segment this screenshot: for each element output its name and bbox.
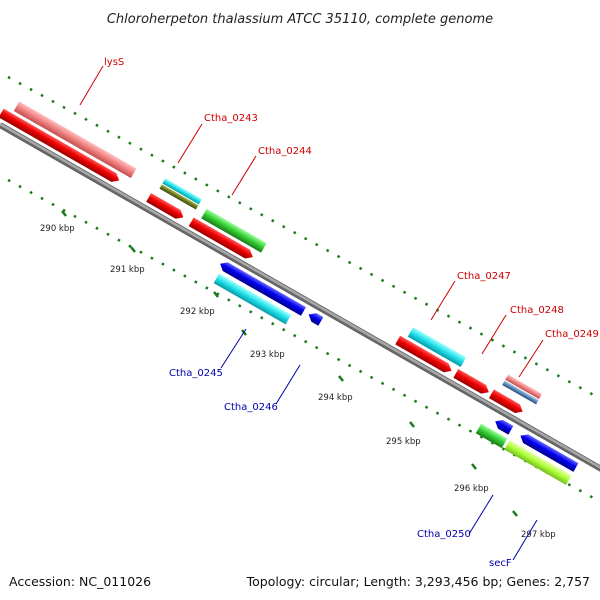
feature-ctha-0249-steel xyxy=(502,380,539,405)
map-title: Chloroherpeton thalassium ATCC 35110, co… xyxy=(107,12,493,27)
feature-ctha-0244 xyxy=(188,217,253,259)
gene-label-ctha-0249: Ctha_0249 xyxy=(545,329,599,340)
feature-ctha-0247 xyxy=(395,335,452,373)
gene-labels: lysS Ctha_0243 Ctha_0244 Ctha_0247 Ctha_… xyxy=(104,57,599,569)
feature-ctha-0243-misc xyxy=(159,184,199,210)
gene-label-lyss: lysS xyxy=(104,57,124,68)
feature-lyss xyxy=(0,108,120,182)
scale-label-297: 297 kbp xyxy=(521,530,556,540)
label-leader-lines xyxy=(79,65,544,561)
gene-label-ctha-0250: Ctha_0250 xyxy=(417,529,471,540)
scale-label-296: 296 kbp xyxy=(454,484,489,494)
gene-label-ctha-0246: Ctha_0246 xyxy=(224,402,278,413)
feature-ctha-0247-trna xyxy=(407,327,467,367)
gene-label-ctha-0248: Ctha_0248 xyxy=(510,305,564,316)
scale-label-290: 290 kbp xyxy=(40,224,75,234)
feature-ctha-0250-blue xyxy=(495,419,514,435)
scale-label-293: 293 kbp xyxy=(250,350,285,360)
forward-strand-features xyxy=(0,101,543,414)
gene-label-ctha-0243: Ctha_0243 xyxy=(204,113,258,124)
outer-tick-ring xyxy=(7,75,598,398)
feature-ctha-0248 xyxy=(453,369,489,394)
gene-label-ctha-0244: Ctha_0244 xyxy=(258,146,312,157)
feature-ctha-0245-blue xyxy=(220,262,306,316)
feature-secf-lime xyxy=(504,440,572,485)
scale-label-291: 291 kbp xyxy=(110,265,145,275)
scale-label-294: 294 kbp xyxy=(318,393,353,403)
feature-ctha-0249 xyxy=(488,389,523,414)
feature-ctha-0243 xyxy=(146,193,184,219)
feature-lyss-rrna xyxy=(13,101,137,179)
scale-label-295: 295 kbp xyxy=(386,437,421,447)
genome-backbone xyxy=(0,122,600,472)
topology-summary: Topology: circular; Length: 3,293,456 bp… xyxy=(246,574,590,589)
gene-label-secf: secF xyxy=(489,558,512,569)
feature-ctha-0243-trna xyxy=(162,178,202,205)
accession-text: Accession: NC_011026 xyxy=(9,574,151,589)
gene-label-ctha-0245: Ctha_0245 xyxy=(169,368,223,379)
scale-label-292: 292 kbp xyxy=(180,307,215,317)
major-scale-ticks xyxy=(61,210,518,517)
reverse-strand-features xyxy=(213,262,579,485)
feature-ctha-0250-green xyxy=(475,423,508,449)
feature-ctha-0249-rrna xyxy=(505,374,543,400)
feature-ctha-0244-green xyxy=(201,208,267,253)
feature-ctha-0245-trna xyxy=(213,273,292,325)
scale-labels: 290 kbp 291 kbp 292 kbp 293 kbp 294 kbp … xyxy=(40,224,556,540)
gene-label-ctha-0247: Ctha_0247 xyxy=(457,271,511,282)
feature-secf-blue xyxy=(520,434,579,472)
feature-ctha-0246 xyxy=(308,313,324,326)
